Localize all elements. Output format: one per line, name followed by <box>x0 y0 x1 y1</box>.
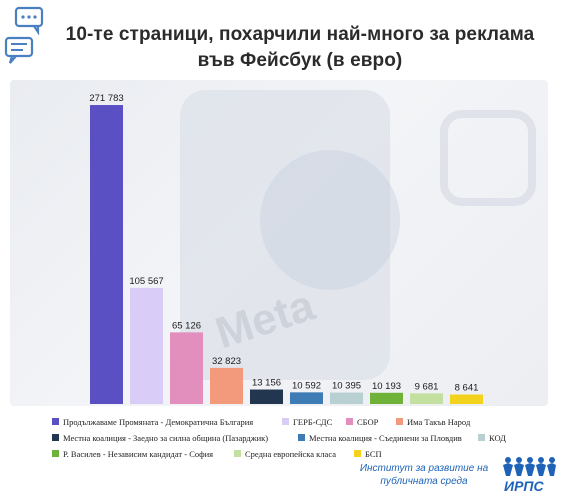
legend-item-6: КОД <box>478 433 506 443</box>
legend-item-1: ГЕРБ-СДС <box>282 417 346 427</box>
legend-row-1: Продължаваме Промяната - Демократична Бъ… <box>52 415 552 428</box>
bar-6 <box>330 392 363 404</box>
bar-value-label-6: 10 395 <box>332 381 361 392</box>
people-figures-icon <box>503 457 556 476</box>
bar-value-label-2: 65 126 <box>172 320 201 331</box>
bar-value-label-0: 271 783 <box>89 93 123 104</box>
legend-label-2: СБОР <box>357 416 379 427</box>
legend-swatch-6 <box>478 434 485 441</box>
legend-item-7: Р. Василев - Независим кандидат - София <box>52 449 234 459</box>
legend-swatch-7 <box>52 450 59 457</box>
bar-value-label-9: 8 641 <box>455 382 479 393</box>
legend-item-3: Има Такъв Народ <box>396 417 470 427</box>
bar-1 <box>130 287 163 404</box>
instagram-logo-shape <box>440 110 536 206</box>
irps-logo: Институт за развитие на публичната среда… <box>344 456 556 500</box>
bar-value-label-8: 9 681 <box>415 381 439 392</box>
legend-swatch-2 <box>346 418 353 425</box>
legend-swatch-0 <box>52 418 59 425</box>
phone-shape <box>180 90 390 380</box>
legend-item-2: СБОР <box>346 417 396 427</box>
bar-4 <box>250 389 283 404</box>
logo-line-2: публичната среда <box>380 476 468 487</box>
bar-7 <box>370 392 403 404</box>
speech-bubbles-icon <box>4 6 44 64</box>
legend-swatch-9 <box>354 450 361 457</box>
bar-5 <box>290 392 323 404</box>
chart-title: 10-те страници, похарчили най-много за р… <box>40 22 560 74</box>
bar-value-label-4: 13 156 <box>252 378 281 389</box>
legend-label-7: Р. Василев - Независим кандидат - София <box>63 448 214 459</box>
legend-item-5: Местна коалиция - Съединени за Пловдив <box>298 433 478 443</box>
legend-swatch-1 <box>282 418 289 425</box>
legend-row-2: Местна коалиция - Заедно за силна община… <box>52 431 552 444</box>
legend-label-9: БСП <box>365 448 382 459</box>
bar-3 <box>210 367 243 404</box>
legend-row-3: Р. Василев - Независим кандидат - София … <box>52 447 552 460</box>
legend-label-3: Има Такъв Народ <box>407 416 471 427</box>
legend-item-9: БСП <box>354 449 382 459</box>
legend-swatch-8 <box>234 450 241 457</box>
legend-item-4: Местна коалиция - Заедно за силна община… <box>52 433 298 443</box>
legend-label-6: КОД <box>489 432 506 443</box>
legend-swatch-5 <box>298 434 305 441</box>
legend-swatch-3 <box>396 418 403 425</box>
bar-8 <box>410 393 443 404</box>
bar-value-label-3: 32 823 <box>212 356 241 367</box>
legend-label-8: Средна европейска класа <box>245 448 336 459</box>
logo-line-1: Институт за развитие на <box>359 463 489 474</box>
legend-label-1: ГЕРБ-СДС <box>293 416 333 427</box>
bar-value-label-7: 10 193 <box>372 381 401 392</box>
bar-chart: 271 783 105 567 65 126 32 823 13 156 10 592 10… <box>89 93 483 404</box>
chart-legend: Продължаваме Промяната - Демократична Бъ… <box>52 415 552 463</box>
bar-value-label-5: 10 592 <box>292 380 321 391</box>
legend-label-4: Местна коалиция - Заедно за силна община… <box>63 432 269 443</box>
bar-0 <box>90 105 123 404</box>
bar-9 <box>450 394 483 404</box>
title-line-2: във Фейсбук (в евро) <box>197 50 403 71</box>
logo-abbreviation: ИРПС <box>504 478 544 494</box>
legend-label-0: Продължаваме Промяната - Демократична Бъ… <box>63 416 254 427</box>
legend-item-0: Продължаваме Промяната - Демократична Бъ… <box>52 417 282 427</box>
legend-item-8: Средна европейска класа <box>234 449 354 459</box>
title-line-1: 10-те страници, похарчили най-много за р… <box>65 24 535 45</box>
facebook-logo-shape <box>260 150 400 290</box>
bar-value-label-1: 105 567 <box>129 276 163 287</box>
legend-swatch-4 <box>52 434 59 441</box>
legend-label-5: Местна коалиция - Съединени за Пловдив <box>309 432 462 443</box>
logo-text: Институт за развитие на публичната среда <box>344 462 504 488</box>
bar-2 <box>170 332 203 404</box>
